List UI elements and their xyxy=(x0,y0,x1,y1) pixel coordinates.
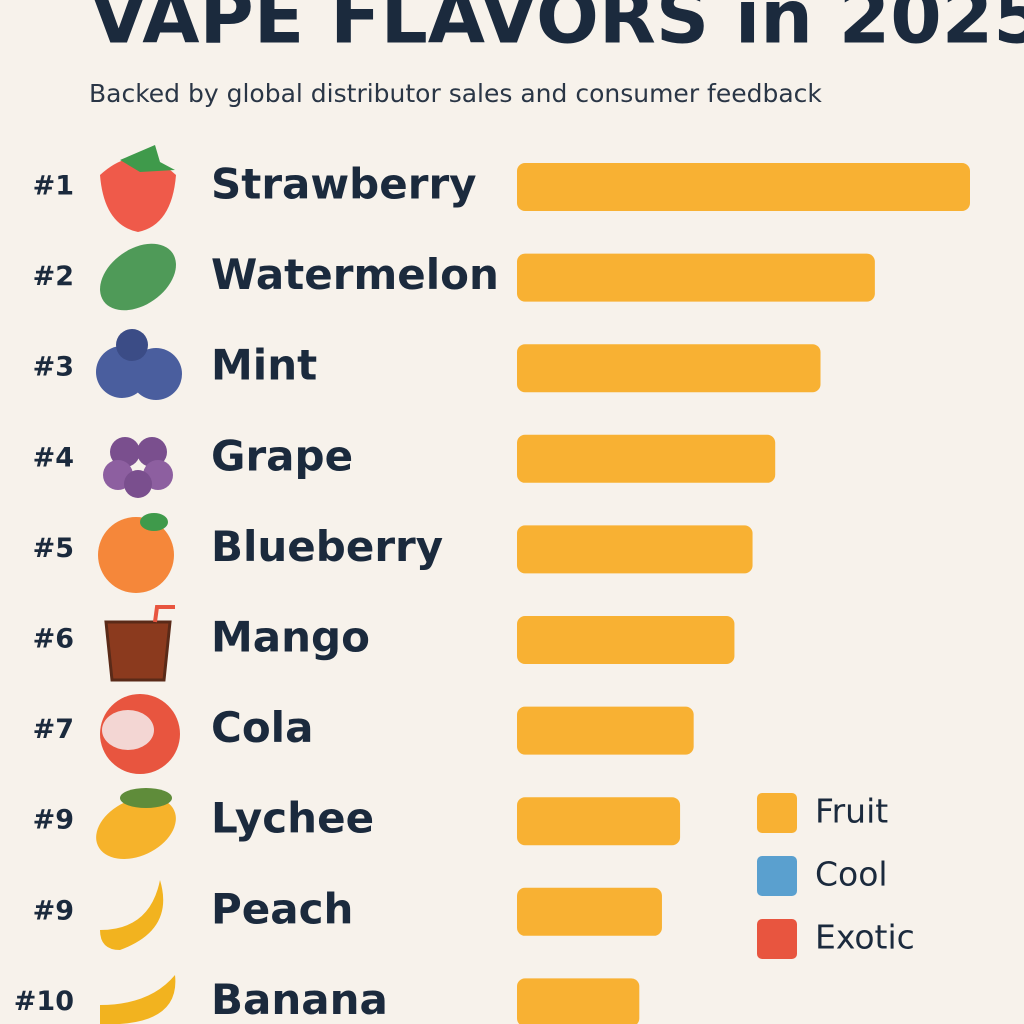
legend-label: Exotic xyxy=(815,918,915,957)
grape-icon xyxy=(110,437,140,467)
legend-label: Fruit xyxy=(815,792,888,831)
bar xyxy=(517,706,694,755)
lychee-flesh xyxy=(102,710,154,750)
blueberry-icon xyxy=(130,348,182,400)
category-label: Cola xyxy=(211,703,313,752)
category-label: Strawberry xyxy=(211,160,477,209)
category-label: Blueberry xyxy=(211,522,443,571)
category-label: Mango xyxy=(211,613,370,662)
banana-icon xyxy=(100,880,164,950)
blueberry-icon xyxy=(116,329,148,361)
rank-label: #10 xyxy=(14,986,74,1017)
category-label: Lychee xyxy=(211,794,374,843)
grape-icon xyxy=(124,470,152,498)
bar xyxy=(517,525,753,574)
grape-icon xyxy=(137,437,167,467)
bar xyxy=(517,978,640,1024)
icons xyxy=(96,145,182,1024)
banana-icon xyxy=(100,975,176,1024)
legend-swatch xyxy=(757,919,797,959)
bar xyxy=(517,616,735,664)
chart-subtitle: Backed by global distributor sales and c… xyxy=(89,79,822,108)
category-label: Grape xyxy=(211,431,353,480)
bar xyxy=(517,253,875,302)
category-label: Peach xyxy=(211,884,353,933)
cola-straw xyxy=(153,605,175,623)
rank-label: #4 xyxy=(33,442,74,473)
rank-label: #1 xyxy=(33,171,74,202)
bar xyxy=(517,434,776,483)
rank-label: #3 xyxy=(33,352,74,383)
category-label: Mint xyxy=(211,341,317,390)
bar xyxy=(517,887,662,936)
rank-label: #5 xyxy=(33,533,74,564)
legend-swatch xyxy=(757,793,797,833)
peach-icon xyxy=(98,517,174,593)
category-label: Banana xyxy=(211,975,388,1024)
rank-label: #9 xyxy=(33,805,74,836)
cola-icon xyxy=(104,620,172,682)
peach-leaf xyxy=(140,513,168,531)
leaf-icon xyxy=(100,243,176,311)
category-label: Watermelon xyxy=(211,250,499,299)
rank-label: #6 xyxy=(33,624,74,655)
mango-icon xyxy=(96,797,176,859)
rank-label: #2 xyxy=(33,261,74,292)
chart-title: VAPE FLAVORS in 2025 xyxy=(90,0,1024,61)
bar xyxy=(517,344,821,393)
mango-leaf xyxy=(120,788,172,808)
bar xyxy=(517,797,681,846)
bar xyxy=(517,163,970,211)
rank-label: #7 xyxy=(33,714,74,745)
strawberry-icon xyxy=(100,157,176,232)
strawberry-leaf xyxy=(120,145,175,172)
legend-swatch xyxy=(757,856,797,896)
legend-label: Cool xyxy=(815,855,888,894)
rank-label: #9 xyxy=(33,895,74,926)
